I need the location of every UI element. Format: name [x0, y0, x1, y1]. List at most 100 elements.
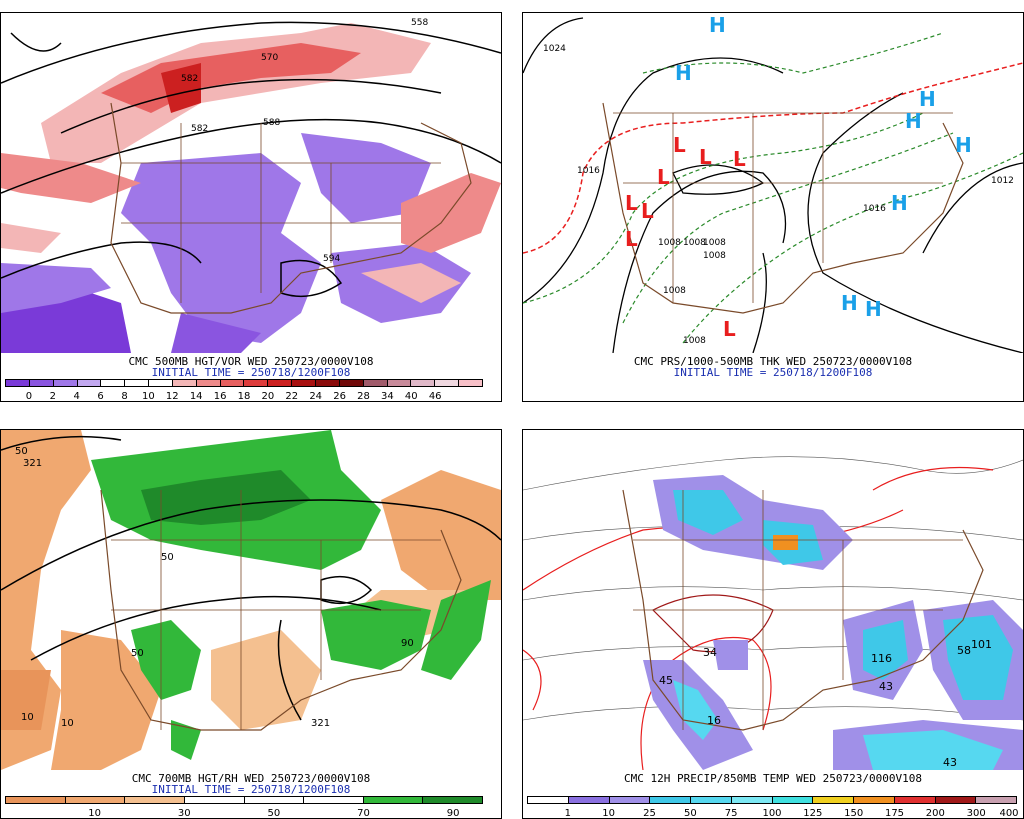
colorbar-label: 70 [357, 808, 370, 819]
high-pressure-marker: H [955, 133, 972, 157]
colorbar-swatch [6, 380, 30, 386]
contour-label: 1008 [683, 238, 706, 248]
colorbar-label: 16 [213, 391, 227, 402]
colorbar-label: 30 [177, 808, 191, 819]
panel-pressure-thickness: 1024 1016 1008 1008 1008 1008 1008 1008 … [522, 12, 1024, 402]
colorbar-swatch [77, 380, 102, 386]
contour-label: 1008 [663, 286, 686, 296]
contour-label: 43 [943, 756, 957, 769]
colorbar-label: 40 [404, 391, 418, 402]
colorbar-swatch [423, 797, 482, 803]
panel-title: CMC 700MB HGT/RH WED 250723/0000V108 [131, 772, 371, 785]
colorbar-label: 1 [564, 808, 572, 819]
colorbar-swatch [315, 380, 340, 386]
colorbar-swatch [53, 380, 78, 386]
vorticity-map: 582 570 558 582 588 594 [1, 18, 501, 353]
high-pressure-marker: H [865, 297, 882, 321]
low-pressure-marker: L [625, 191, 638, 215]
contour-label: 34 [703, 646, 717, 659]
colorbar-swatch [731, 797, 773, 803]
colorbar-label: 28 [357, 391, 370, 402]
contour-label: 43 [879, 680, 893, 693]
contour-label: 90 [401, 638, 414, 649]
contour-label: 10 [61, 718, 74, 729]
contour-label: 58 [957, 644, 971, 657]
low-pressure-marker: L [723, 317, 736, 341]
high-pressure-marker: H [675, 61, 692, 85]
panel-500mb-hgt-vor: 582 570 558 582 588 594 CMC 500MB HGT/VO… [0, 12, 502, 402]
contour-label: 16 [707, 714, 721, 727]
colorbar-swatch [772, 797, 814, 803]
colorbar [5, 796, 483, 804]
low-pressure-marker: L [673, 133, 686, 157]
pressure-map: 1024 1016 1008 1008 1008 1008 1008 1008 … [523, 17, 1023, 353]
colorbar-swatch [220, 380, 245, 386]
initial-time: INITIAL TIME = 250718/1200F108 [151, 783, 351, 796]
colorbar-swatch [6, 797, 66, 803]
low-pressure-marker: L [625, 227, 638, 251]
colorbar-swatch [935, 797, 977, 803]
colorbar-swatch [292, 380, 316, 386]
colorbar-label: 25 [643, 808, 656, 819]
colorbar-swatch [650, 797, 691, 803]
colorbar-swatch [125, 797, 185, 803]
colorbar-label: 125 [803, 808, 823, 819]
colorbar-label: 10 [142, 391, 155, 402]
colorbar [5, 379, 483, 387]
colorbar-swatch [459, 380, 482, 386]
colorbar-swatch [609, 797, 651, 803]
colorbar-swatch [813, 797, 854, 803]
colorbar-swatch [172, 380, 197, 386]
contour-label: 582 [191, 124, 208, 134]
contour-label: 45 [659, 674, 673, 687]
colorbar-label: 24 [309, 391, 323, 402]
colorbar-swatch [149, 380, 173, 386]
contour-label: 321 [311, 718, 330, 729]
colorbar-swatch [268, 380, 293, 386]
contour-label: 1008 [703, 238, 726, 248]
contour-label: 321 [23, 458, 42, 469]
contour-label: 1012 [991, 176, 1014, 186]
colorbar-label: 34 [381, 391, 394, 402]
high-pressure-marker: H [841, 291, 858, 315]
panel-title: CMC PRS/1000-500MB THK WED 250723/0000V1… [633, 355, 913, 368]
colorbar-swatch [411, 380, 436, 386]
colorbar-label: 26 [333, 391, 346, 402]
panel-title: CMC 500MB HGT/VOR WED 250723/0000V108 [128, 355, 374, 368]
colorbar-label: 50 [683, 808, 697, 819]
colorbar-label: 46 [428, 391, 442, 402]
colorbar-label: 90 [446, 808, 460, 819]
colorbar-label: 12 [165, 391, 179, 402]
contour-label: 50 [15, 446, 28, 457]
colorbar-label: 4 [73, 391, 80, 402]
colorbar [527, 796, 1017, 804]
colorbar-swatch [29, 380, 54, 386]
colorbar-label: 175 [884, 808, 905, 819]
colorbar-label: 10 [88, 808, 101, 819]
colorbar-swatch [244, 797, 305, 803]
colorbar-swatch [363, 380, 388, 386]
high-pressure-marker: H [905, 109, 922, 133]
colorbar-label: 20 [261, 391, 275, 402]
contour-label: 116 [871, 652, 892, 665]
contour-label: 1008 [683, 336, 706, 346]
high-pressure-marker: H [709, 13, 726, 37]
colorbar-swatch [363, 797, 424, 803]
colorbar-label: 10 [602, 808, 616, 819]
colorbar-swatch [339, 380, 364, 386]
colorbar-label: 18 [237, 391, 251, 402]
colorbar-swatch [528, 797, 569, 803]
colorbar-swatch [101, 380, 126, 386]
humidity-map: 321 50 10 10 50 90 321 50 [1, 430, 501, 770]
colorbar-label: 300 [966, 808, 986, 819]
colorbar-swatch [244, 380, 269, 386]
high-pressure-marker: H [919, 87, 936, 111]
colorbar-label: 100 [762, 808, 782, 819]
colorbar-swatch [184, 797, 245, 803]
low-pressure-marker: L [733, 147, 746, 171]
colorbar-label: 2 [49, 391, 56, 402]
contour-label: 1008 [703, 251, 726, 261]
contour-label: 1016 [577, 166, 600, 176]
contour-label: 101 [971, 638, 992, 651]
high-pressure-marker: H [891, 191, 908, 215]
